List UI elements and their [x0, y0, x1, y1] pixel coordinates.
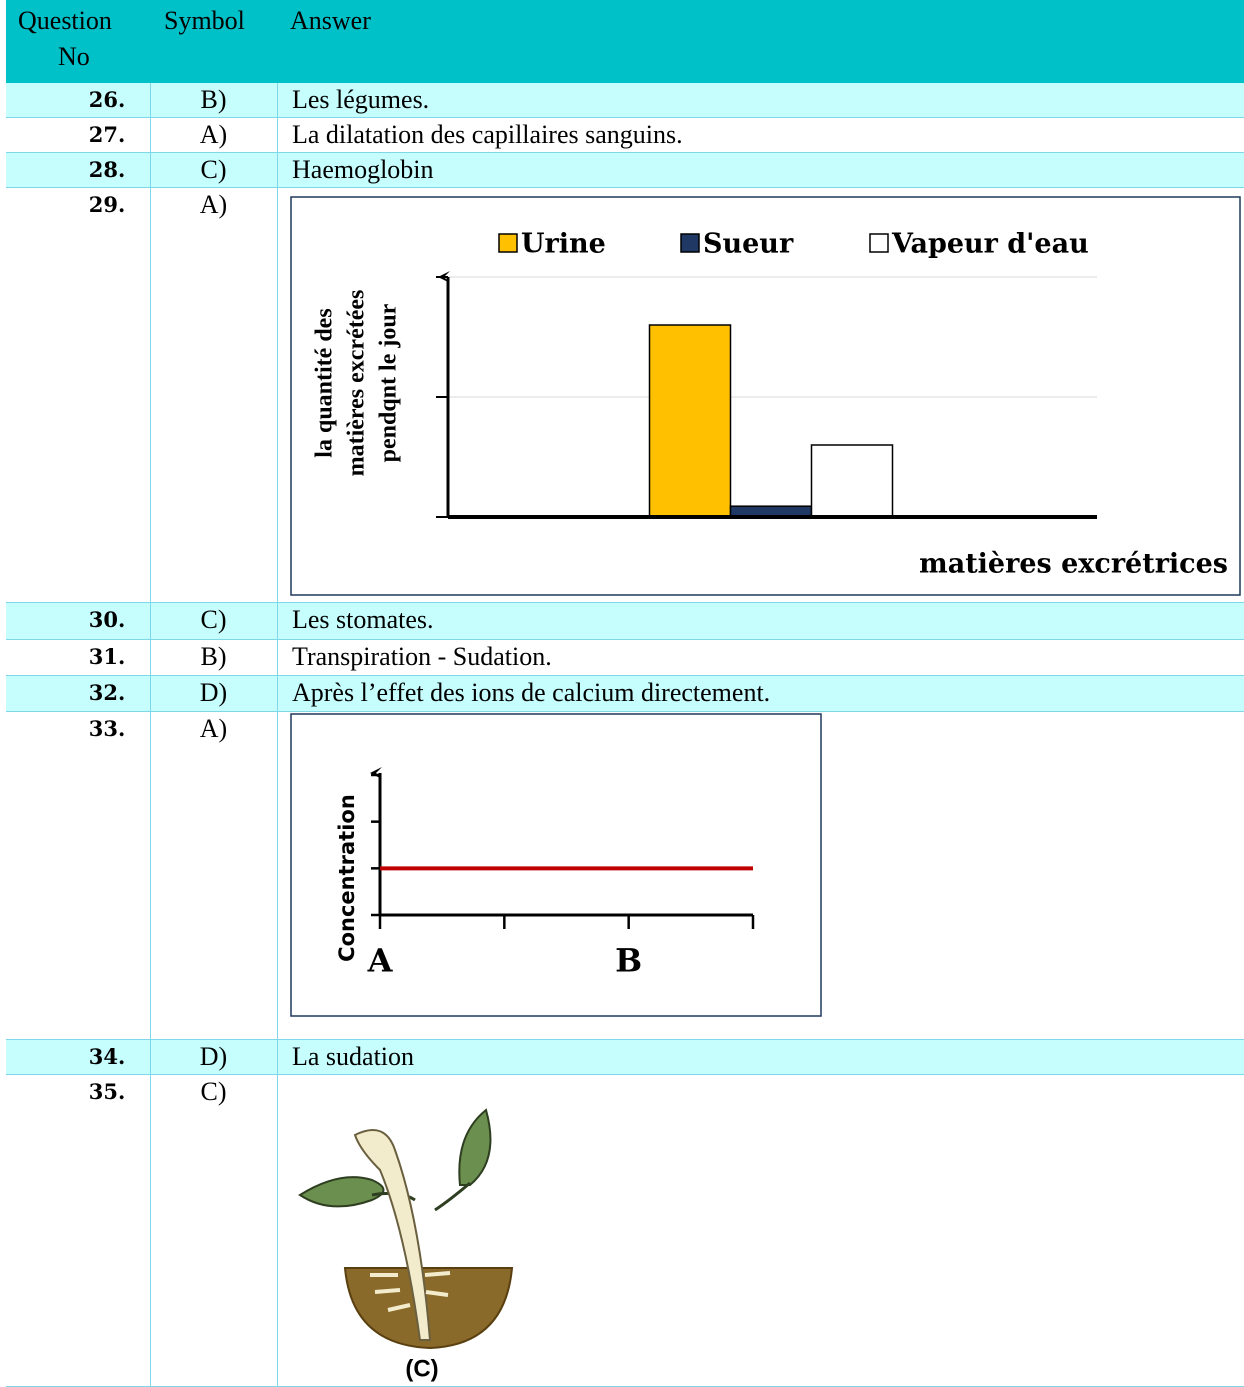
- plant-figure: (C): [300, 1110, 512, 1382]
- chart: Urine Sueur Vapeur d'eau matières excrétric…: [291, 197, 1240, 595]
- legend-swatch: [870, 234, 888, 252]
- point-label: B: [615, 942, 642, 980]
- figure-label: (C): [405, 1355, 438, 1382]
- bar: [650, 325, 731, 517]
- figures: (C) Urine Sueur Vapeur d'eau matières excré…: [0, 0, 1244, 1387]
- legend-label: Sueur: [703, 229, 794, 260]
- y-axis-title: la quantité des: [312, 308, 338, 457]
- legend-label: Urine: [521, 229, 606, 260]
- legend-swatch: [681, 234, 699, 252]
- y-axis-title: matières excrétées: [344, 290, 370, 477]
- bar: [812, 445, 893, 517]
- x-axis-title: matières excrétrices: [919, 549, 1228, 580]
- legend-swatch: [499, 234, 517, 252]
- point-label: A: [367, 942, 394, 980]
- y-axis-title: Concentration: [335, 794, 359, 962]
- chart: A B Concentration: [291, 714, 821, 1016]
- legend-label: Vapeur d'eau: [891, 229, 1089, 260]
- page: Question No Symbol Answer 26.B)Les légum…: [0, 0, 1244, 1387]
- y-axis-title: pendqnt le jour: [376, 303, 402, 462]
